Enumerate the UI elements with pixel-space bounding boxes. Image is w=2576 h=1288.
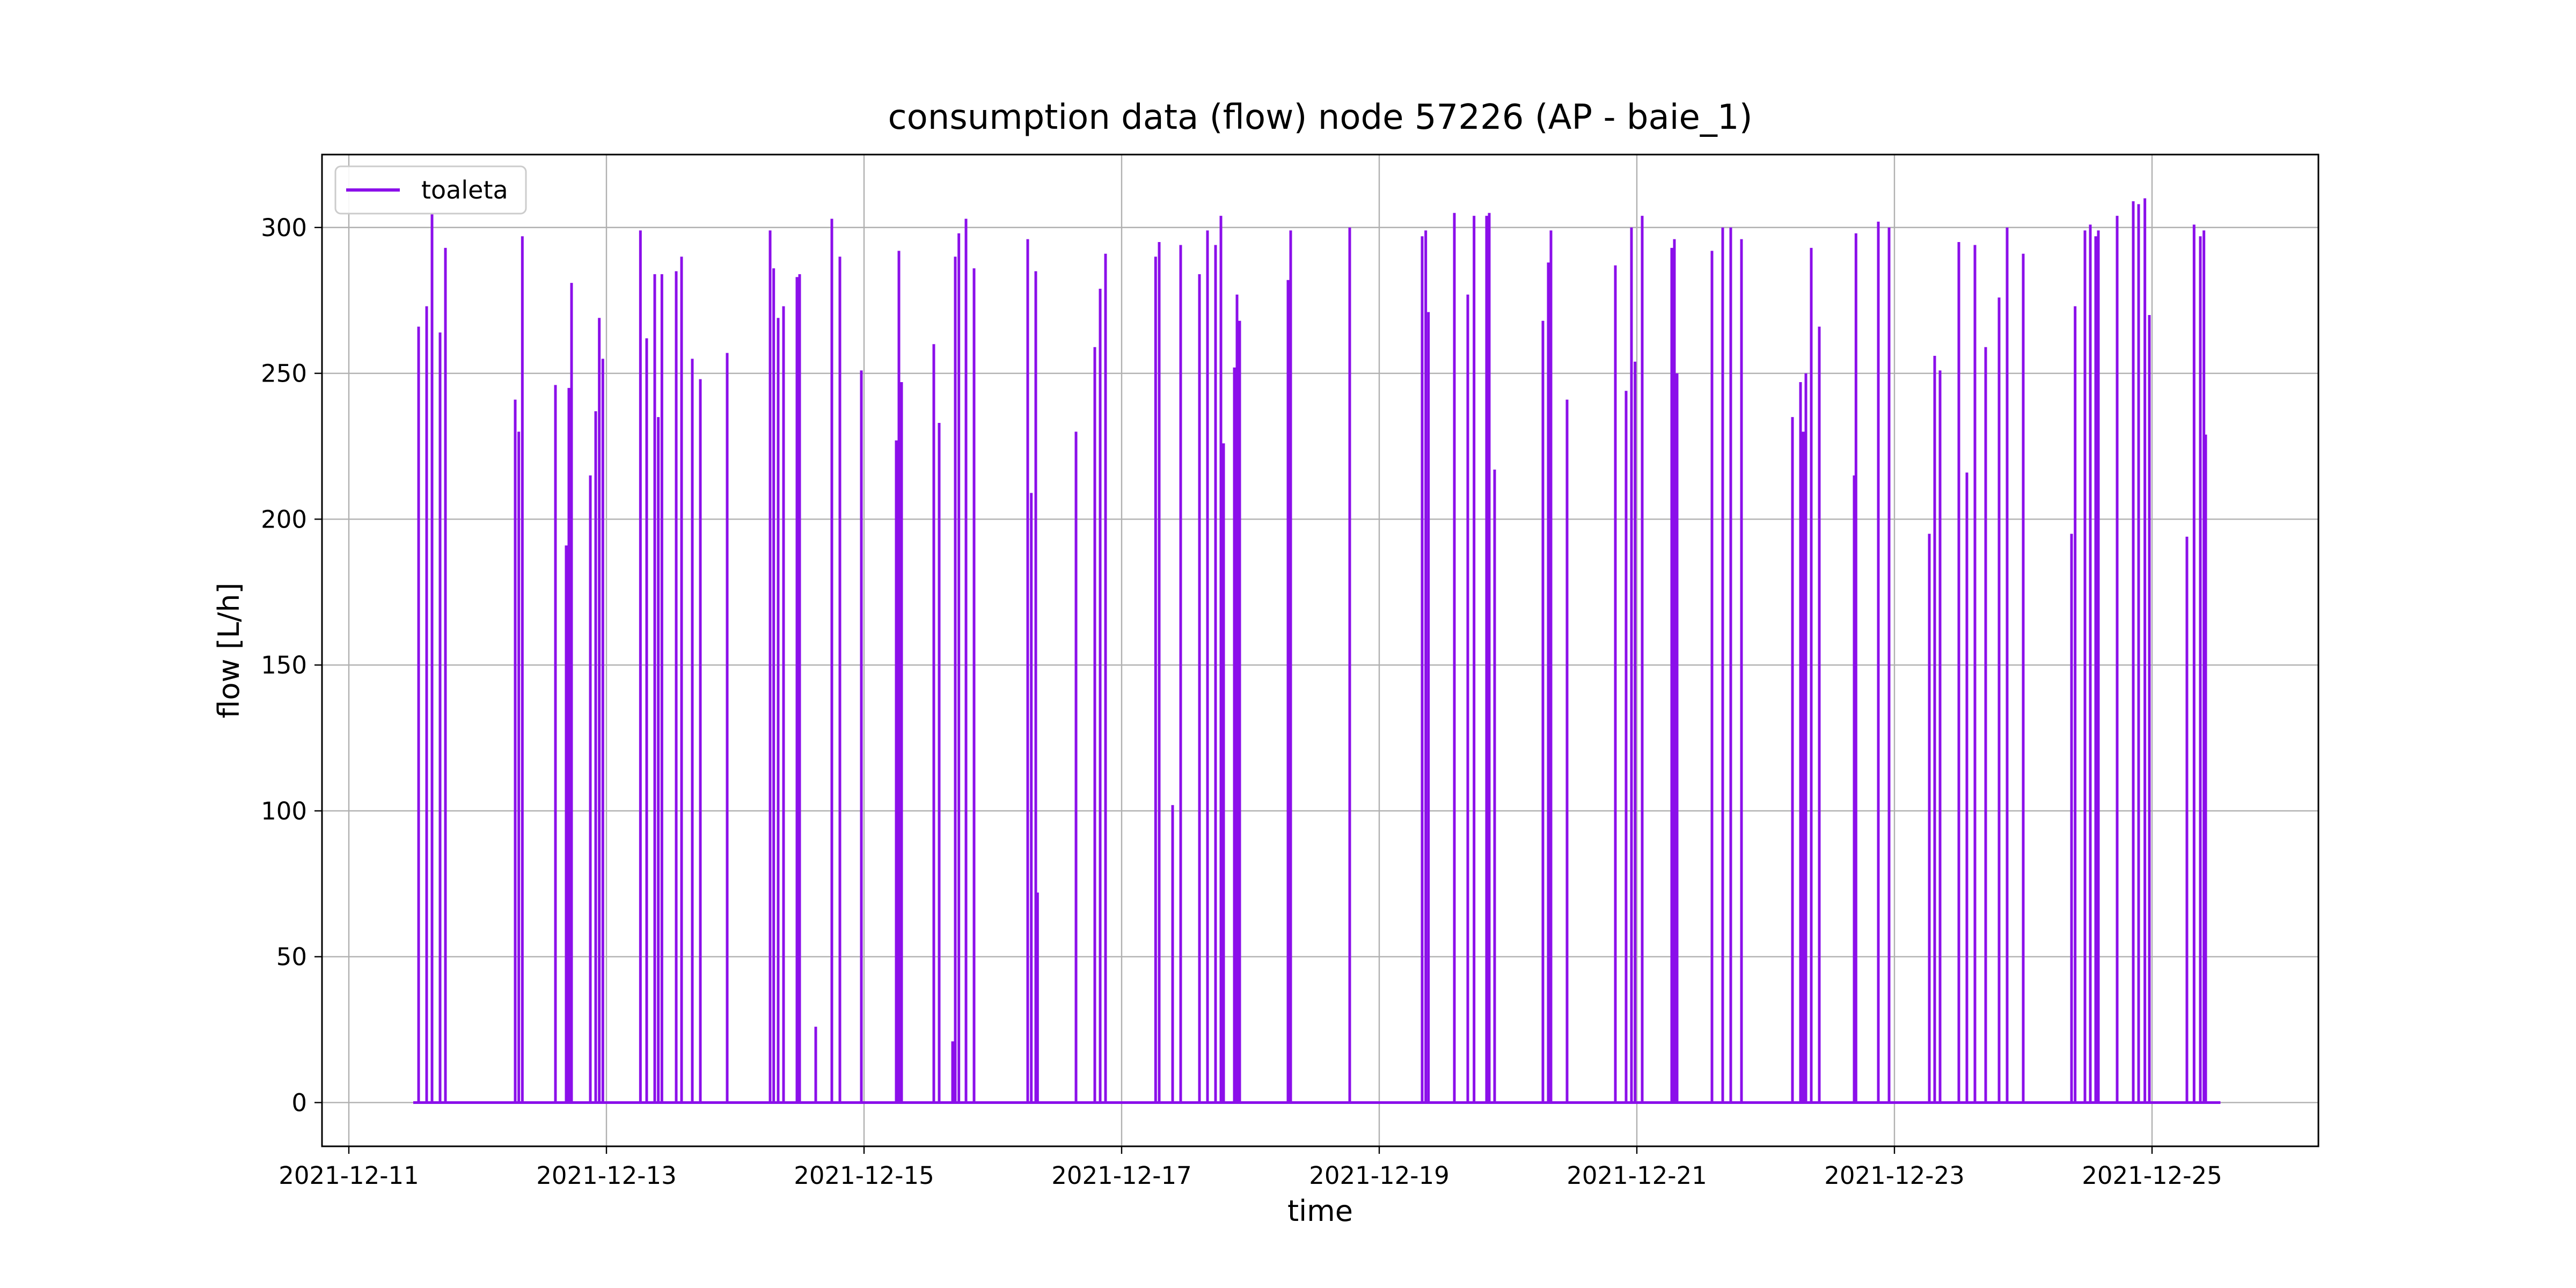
y-axis-label: flow [L/h] xyxy=(212,582,246,718)
x-tick-label: 2021-12-13 xyxy=(536,1161,677,1190)
x-tick-label: 2021-12-21 xyxy=(1567,1161,1707,1190)
y-tick-label: 300 xyxy=(261,214,307,242)
y-tick-label: 0 xyxy=(291,1088,307,1117)
x-tick-label: 2021-12-23 xyxy=(1824,1161,1965,1190)
y-tick-label: 150 xyxy=(261,651,307,679)
y-tick-label: 50 xyxy=(276,943,307,971)
y-axis-ticks: 0 50 100 150 200 250 300 xyxy=(261,214,322,1117)
y-tick-label: 200 xyxy=(261,505,307,533)
x-tick-label: 2021-12-11 xyxy=(279,1161,419,1190)
legend-label-toaleta: toaleta xyxy=(421,175,508,204)
y-tick-label: 100 xyxy=(261,797,307,825)
x-tick-label: 2021-12-19 xyxy=(1309,1161,1450,1190)
legend: toaleta xyxy=(334,165,527,215)
x-tick-label: 2021-12-17 xyxy=(1051,1161,1192,1190)
chart-title: consumption data (flow) node 57226 (AP -… xyxy=(888,98,1752,137)
series-layer xyxy=(413,198,2221,1104)
y-tick-label: 250 xyxy=(261,360,307,388)
x-axis-ticks: 2021-12-11 2021-12-13 2021-12-15 2021-12-17… xyxy=(279,1146,2222,1190)
x-tick-label: 2021-12-15 xyxy=(794,1161,934,1190)
x-axis-label: time xyxy=(1287,1194,1353,1228)
x-tick-label: 2021-12-25 xyxy=(2082,1161,2222,1190)
plot-frame xyxy=(321,153,2319,1147)
legend-box xyxy=(334,165,527,215)
